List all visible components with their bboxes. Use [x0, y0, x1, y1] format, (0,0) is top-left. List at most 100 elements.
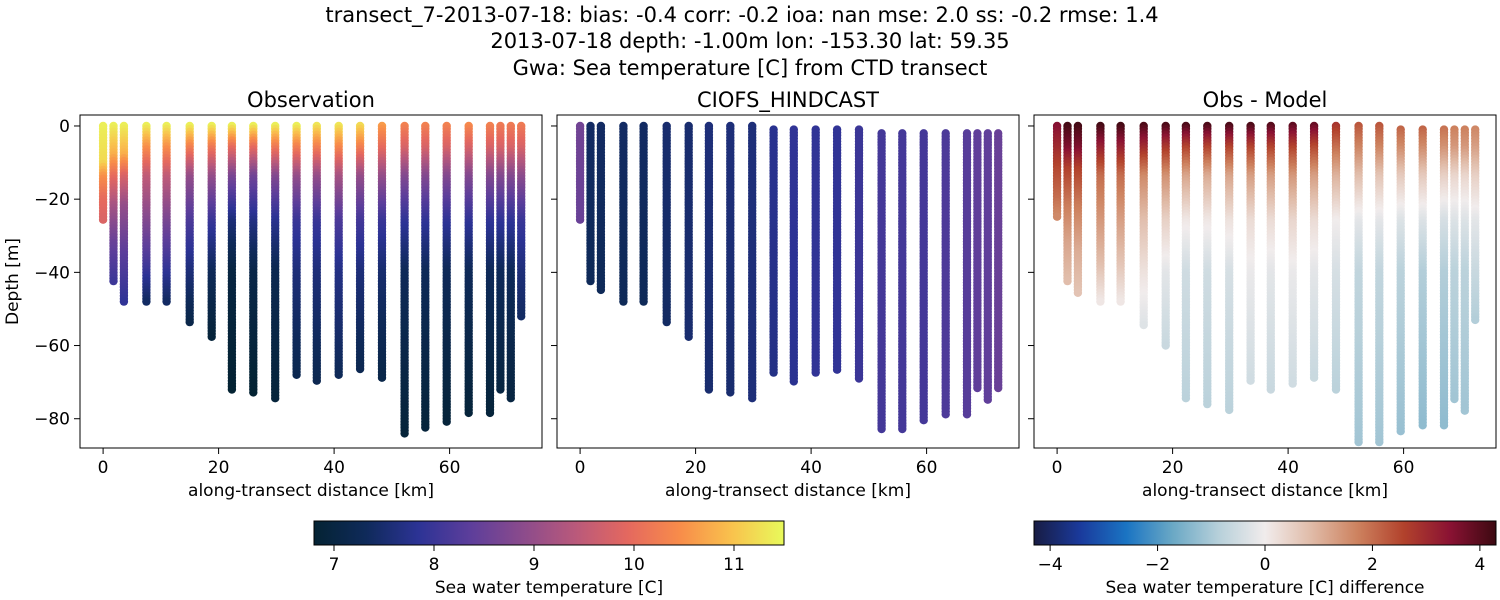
station-3 — [142, 121, 151, 306]
data-point — [575, 215, 585, 224]
station-9 — [1225, 121, 1234, 415]
station-7 — [227, 121, 237, 394]
data-point — [485, 408, 495, 418]
station-9 — [748, 121, 757, 403]
data-point — [1266, 385, 1276, 394]
station-10 — [769, 125, 778, 377]
scatter-points — [1052, 121, 1480, 447]
data-point — [109, 276, 118, 286]
station-13 — [832, 125, 842, 374]
station-22 — [517, 121, 526, 321]
data-point — [355, 364, 365, 374]
panel-title: Observation — [247, 88, 375, 112]
x-tick-label: 0 — [98, 458, 109, 478]
x-axis-label: along-transect distance [km] — [665, 481, 911, 501]
y-tick-label: −60 — [34, 337, 70, 357]
station-14 — [377, 121, 387, 382]
data-point — [207, 332, 216, 341]
station-8 — [1203, 121, 1212, 409]
y-tick-label: −80 — [34, 410, 70, 430]
data-point — [639, 297, 648, 306]
station-5 — [185, 121, 194, 327]
data-point — [789, 377, 798, 386]
station-3 — [619, 121, 628, 306]
station-11 — [312, 121, 321, 385]
data-point — [586, 276, 595, 286]
station-6 — [684, 121, 693, 341]
x-tick-label: 0 — [575, 458, 586, 478]
panel-title: CIOFS_HINDCAST — [697, 88, 879, 113]
station-6 — [1161, 121, 1170, 350]
data-point — [292, 370, 301, 379]
station-21 — [506, 121, 515, 403]
data-point — [1063, 276, 1072, 286]
scatter-points — [575, 121, 1003, 434]
data-point — [877, 424, 886, 434]
data-point — [98, 215, 108, 224]
station-18 — [464, 121, 473, 418]
station-17 — [442, 121, 451, 426]
data-point — [249, 388, 258, 397]
station-14 — [1331, 121, 1341, 394]
data-point — [1116, 297, 1125, 306]
data-point — [1203, 399, 1212, 409]
data-point — [919, 416, 928, 425]
data-point — [898, 424, 907, 434]
data-point — [726, 388, 735, 397]
station-7 — [704, 121, 714, 394]
station-9 — [271, 121, 280, 403]
data-point — [811, 368, 820, 377]
station-3 — [1096, 121, 1105, 306]
station-17 — [919, 129, 928, 425]
station-11 — [1266, 121, 1276, 394]
data-point — [596, 285, 606, 295]
data-point — [334, 370, 343, 379]
station-5 — [1139, 121, 1148, 330]
station-19 — [485, 121, 495, 418]
data-point — [1139, 320, 1148, 330]
station-16 — [421, 121, 430, 432]
station-21 — [983, 129, 992, 404]
station-14 — [854, 125, 864, 383]
data-point — [421, 423, 430, 432]
station-2 — [1073, 121, 1083, 297]
figure-title-line-3: Gwa: Sea temperature [C] from CTD transe… — [513, 56, 988, 80]
station-13 — [1309, 121, 1319, 382]
station-22 — [994, 129, 1003, 393]
data-point — [1052, 212, 1062, 221]
station-12 — [334, 121, 343, 379]
scatter-points — [98, 121, 526, 438]
station-12 — [1288, 121, 1297, 388]
x-axis-label: along-transect distance [km] — [188, 481, 434, 501]
data-point — [377, 373, 387, 382]
observation-panel: 0 20 40 600−20−40−60−80Observationalong-tra… — [3, 88, 543, 501]
station-1 — [1063, 121, 1072, 286]
station-15 — [877, 129, 886, 434]
station-6 — [207, 121, 216, 341]
station-2 — [119, 121, 129, 306]
station-0 — [1052, 121, 1062, 221]
data-point — [517, 312, 526, 321]
station-13 — [355, 121, 365, 374]
station-15 — [400, 121, 409, 438]
data-point — [1181, 394, 1191, 403]
data-point — [464, 408, 473, 418]
station-0 — [98, 121, 108, 224]
data-point — [832, 365, 842, 374]
station-0 — [575, 121, 585, 224]
station-11 — [789, 125, 798, 386]
data-point — [1309, 373, 1319, 382]
data-point — [1288, 379, 1297, 388]
y-tick-label: −40 — [34, 263, 70, 283]
data-point — [769, 368, 778, 377]
data-point — [162, 297, 171, 306]
y-tick-label: 0 — [59, 117, 70, 137]
x-tick-label: 60 — [439, 458, 461, 478]
y-axis-label: Depth [m] — [3, 238, 23, 325]
station-19 — [962, 129, 972, 419]
axes-frame — [79, 114, 543, 449]
station-12 — [811, 125, 820, 377]
data-point — [271, 394, 280, 403]
